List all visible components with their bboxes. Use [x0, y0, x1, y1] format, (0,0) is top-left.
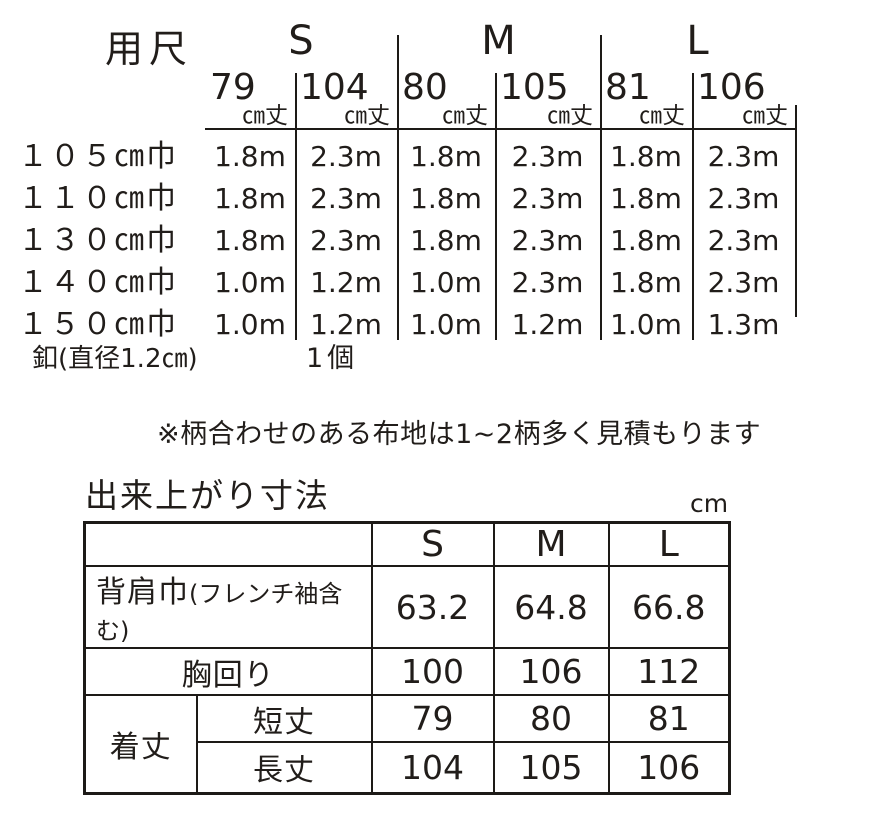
length-header-cell: 80 ㎝丈	[397, 67, 495, 129]
length-header-value: 104	[300, 67, 369, 108]
rule-vertical-80-105	[495, 73, 497, 340]
button-count: 1個	[306, 343, 359, 374]
yardage-value: 1.8m	[214, 224, 286, 257]
measurement-value: 81	[607, 694, 731, 743]
pattern-matching-note: ※柄合わせのある布地は1~2柄多く見積もります	[157, 419, 762, 450]
yardage-table: 用尺 S M L 釦(直径1.2㎝) 1個 79 ㎝丈 104 ㎝丈 80 ㎝丈 105 ㎝丈…	[18, 15, 799, 393]
finished-size-header-m: M	[492, 521, 610, 567]
length-header-value: 105	[500, 67, 569, 108]
row-label-bust: 胸回り	[83, 647, 373, 696]
yardage-value: 1.2m	[310, 266, 382, 299]
yardage-title: 用尺	[105, 27, 194, 71]
row-label-note: (フレンチ袖含む)	[96, 580, 343, 645]
measurement-value: 105	[492, 741, 610, 794]
length-header-value: 79	[210, 67, 256, 108]
measurement-value: 66.8	[607, 565, 731, 649]
yardage-value: 2.3m	[310, 140, 382, 173]
length-header-value: 81	[605, 67, 651, 108]
corner-empty-cell	[83, 521, 373, 567]
length-header-unit: ㎝丈	[442, 103, 488, 129]
fabric-width-label: １３０㎝巾	[18, 223, 178, 258]
yardage-value: 2.3m	[511, 224, 584, 257]
length-header-cell: 104 ㎝丈	[295, 67, 397, 129]
yardage-value: 2.3m	[310, 224, 382, 257]
finished-measurements-table: S M L 背肩巾(フレンチ袖含む) 63.2 64.8 66.8 胸回り 10…	[83, 521, 731, 795]
fabric-width-label: １１０㎝巾	[18, 181, 178, 216]
yardage-value: 2.3m	[707, 266, 780, 299]
length-header-cell: 79 ㎝丈	[205, 67, 295, 129]
length-header-value: 80	[402, 67, 448, 108]
finished-measurements-unit: cm	[690, 489, 729, 518]
fabric-width-label: １０５㎝巾	[18, 139, 178, 174]
row-label-text: 背肩巾	[96, 575, 189, 610]
button-spec-label: 釦(直径1.2㎝)	[32, 344, 198, 374]
yardage-value: 2.3m	[511, 140, 584, 173]
rule-horizontal-under-lengths	[205, 128, 797, 130]
rule-vertical-m-l	[600, 35, 602, 340]
yardage-value: 1.8m	[214, 182, 286, 215]
length-header-unit: ㎝丈	[639, 103, 685, 129]
length-header-unit: ㎝丈	[547, 103, 593, 129]
measurement-value: 64.8	[492, 565, 610, 649]
row-group-label-garment-length: 着丈	[83, 694, 198, 794]
measurement-value: 63.2	[370, 565, 495, 649]
length-header-cell: 106 ㎝丈	[692, 67, 795, 129]
size-header-l: L	[686, 18, 709, 64]
rule-vertical-81-106	[692, 73, 694, 340]
yardage-value: 1.8m	[610, 182, 682, 215]
finished-size-header-s: S	[370, 521, 495, 567]
row-label-back-shoulder-width: 背肩巾(フレンチ袖含む)	[83, 565, 373, 649]
yardage-value: 1.2m	[310, 308, 382, 341]
finished-measurements-title: 出来上がり寸法	[85, 476, 330, 515]
measurement-value: 100	[370, 647, 495, 696]
measurement-value: 79	[370, 694, 495, 743]
fabric-width-label: １４０㎝巾	[18, 265, 178, 300]
yardage-value: 1.8m	[410, 182, 482, 215]
yardage-value: 1.0m	[610, 308, 682, 341]
yardage-value: 2.3m	[310, 182, 382, 215]
rule-vertical-79-104	[295, 73, 297, 340]
yardage-value: 1.3m	[707, 308, 780, 341]
measurement-value: 112	[607, 647, 731, 696]
measurement-value: 80	[492, 694, 610, 743]
yardage-value: 2.3m	[511, 182, 584, 215]
fabric-width-label: １５０㎝巾	[18, 307, 178, 342]
yardage-value: 1.2m	[511, 308, 584, 341]
yardage-value: 2.3m	[707, 224, 780, 257]
yardage-value: 1.0m	[214, 266, 286, 299]
yardage-value: 1.8m	[610, 140, 682, 173]
length-header-unit: ㎝丈	[242, 103, 288, 129]
yardage-value: 1.8m	[610, 224, 682, 257]
length-header-value: 106	[697, 67, 766, 108]
finished-size-header-l: L	[607, 521, 731, 567]
yardage-value: 1.8m	[214, 140, 286, 173]
length-header-cell: 81 ㎝丈	[600, 67, 692, 129]
size-header-s: S	[288, 18, 314, 64]
row-label-short-length: 短丈	[195, 694, 373, 743]
yardage-value: 2.3m	[707, 140, 780, 173]
size-header-m: M	[481, 18, 516, 64]
yardage-value: 1.0m	[410, 266, 482, 299]
yardage-value: 2.3m	[707, 182, 780, 215]
measurement-value: 104	[370, 741, 495, 794]
measurement-value: 106	[607, 741, 731, 794]
yardage-value: 1.0m	[214, 308, 286, 341]
rule-vertical-right-edge	[795, 105, 797, 317]
rule-vertical-s-m	[397, 35, 399, 340]
measurement-value: 106	[492, 647, 610, 696]
row-label-long-length: 長丈	[195, 741, 373, 794]
yardage-value: 1.8m	[610, 266, 682, 299]
yardage-value: 1.8m	[410, 140, 482, 173]
length-header-cell: 105 ㎝丈	[495, 67, 600, 129]
yardage-value: 2.3m	[511, 266, 584, 299]
length-header-unit: ㎝丈	[742, 103, 788, 129]
length-header-unit: ㎝丈	[344, 103, 390, 129]
yardage-value: 1.0m	[410, 308, 482, 341]
yardage-value: 1.8m	[410, 224, 482, 257]
